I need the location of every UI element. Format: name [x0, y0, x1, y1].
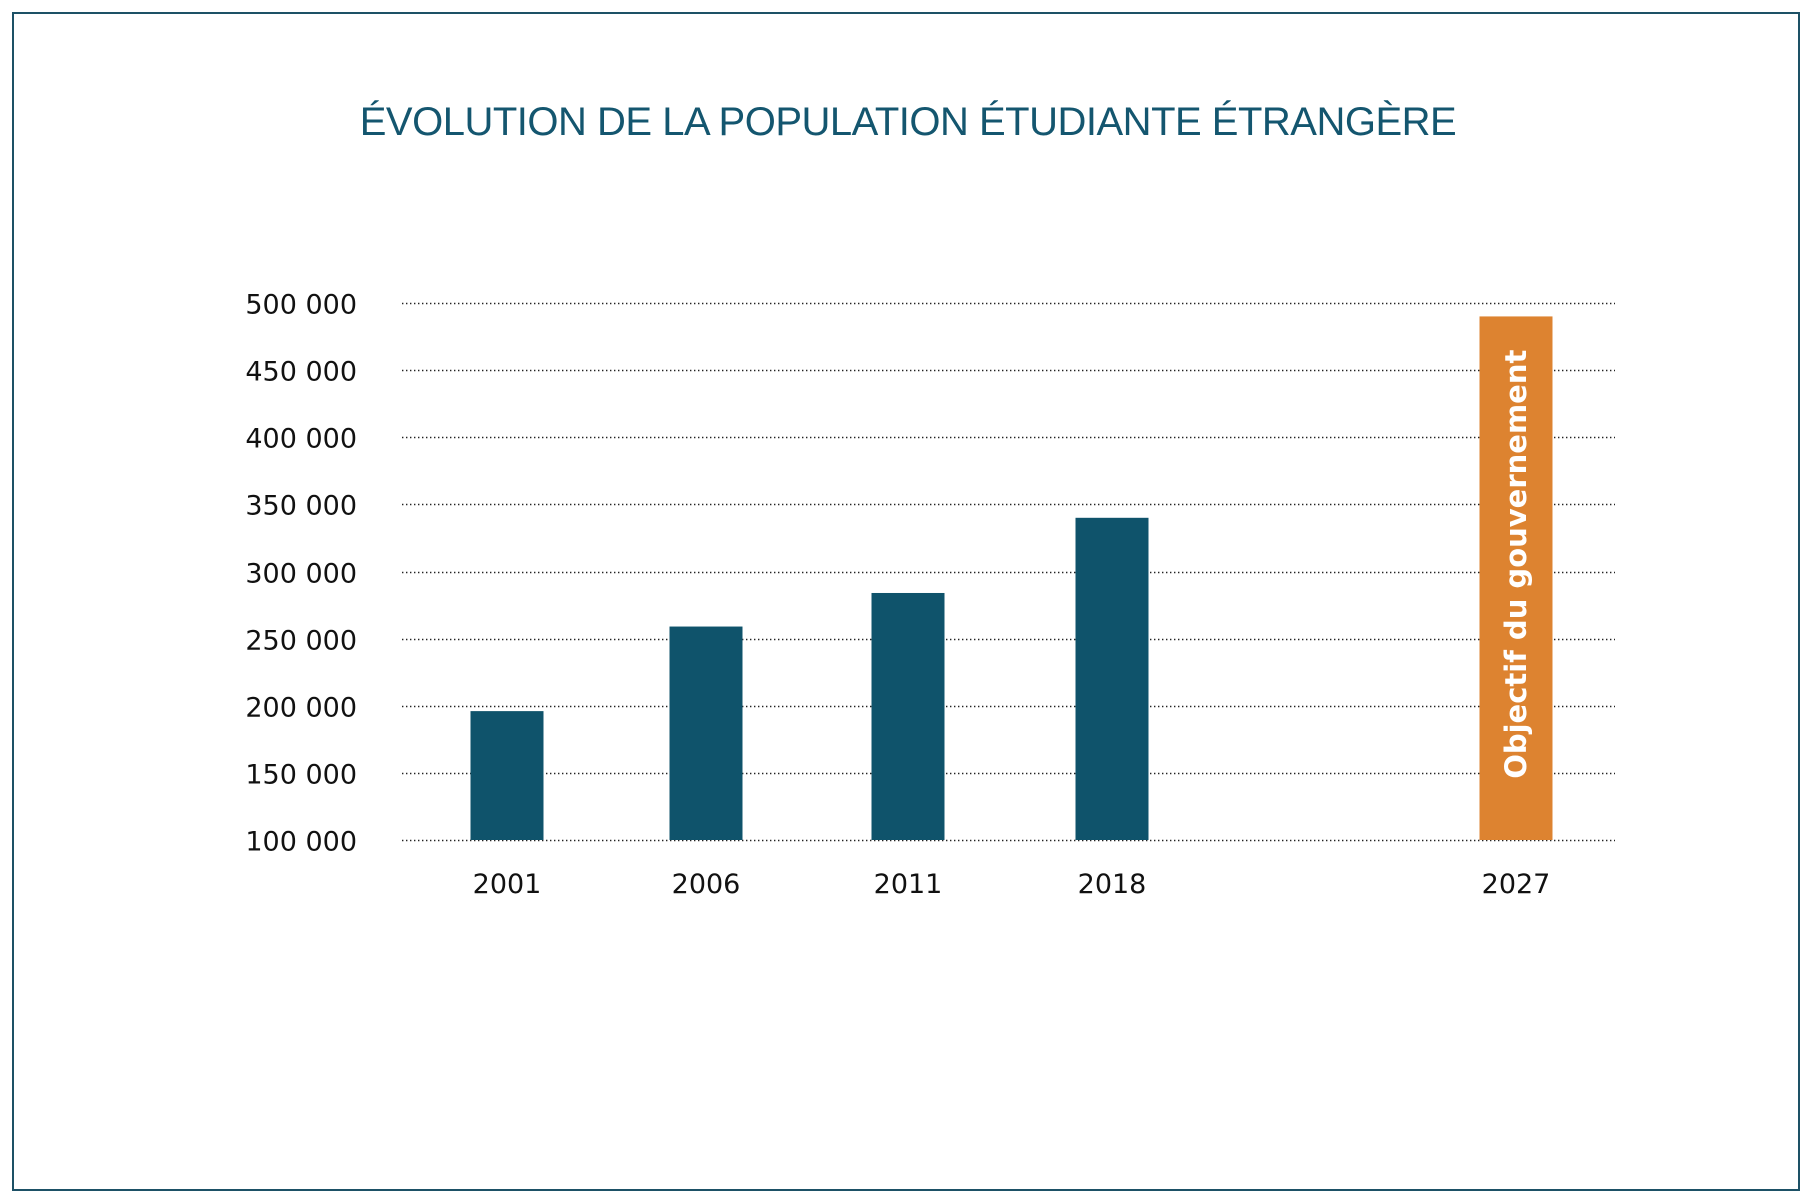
- bars: Objectif du gouvernement: [470, 316, 1553, 840]
- y-tick-label: 200 000: [245, 693, 357, 724]
- y-tick-label: 300 000: [245, 559, 357, 590]
- bar-2006: [669, 626, 743, 840]
- x-tick-label: 2018: [1078, 869, 1147, 900]
- y-tick-label: 100 000: [245, 827, 357, 858]
- y-axis-tick-labels: 100 000 150 000 200 000 250 000 300 000 350 0…: [245, 290, 357, 858]
- y-tick-label: 500 000: [245, 290, 357, 321]
- x-axis-tick-labels: 2001 2006 2011 2018 2027: [473, 869, 1551, 900]
- bar-2018: [1075, 517, 1149, 840]
- y-tick-label: 400 000: [245, 424, 357, 455]
- chart-frame: [12, 12, 1800, 1191]
- x-tick-label: 2027: [1482, 869, 1551, 900]
- x-tick-label: 2001: [473, 869, 542, 900]
- bar-annotation: Objectif du gouvernement: [1499, 350, 1533, 779]
- bar-2001: [470, 711, 544, 840]
- y-tick-label: 450 000: [245, 357, 357, 388]
- y-tick-label: 350 000: [245, 491, 357, 522]
- gridlines: [402, 302, 1615, 842]
- bar-2011: [871, 592, 945, 840]
- x-tick-label: 2011: [874, 869, 943, 900]
- chart-title: ÉVOLUTION DE LA POPULATION ÉTUDIANTE ÉTR…: [359, 100, 1457, 144]
- x-tick-label: 2006: [672, 869, 741, 900]
- y-tick-label: 150 000: [245, 760, 357, 791]
- bar-2027: [1479, 316, 1553, 840]
- y-tick-label: 250 000: [245, 626, 357, 657]
